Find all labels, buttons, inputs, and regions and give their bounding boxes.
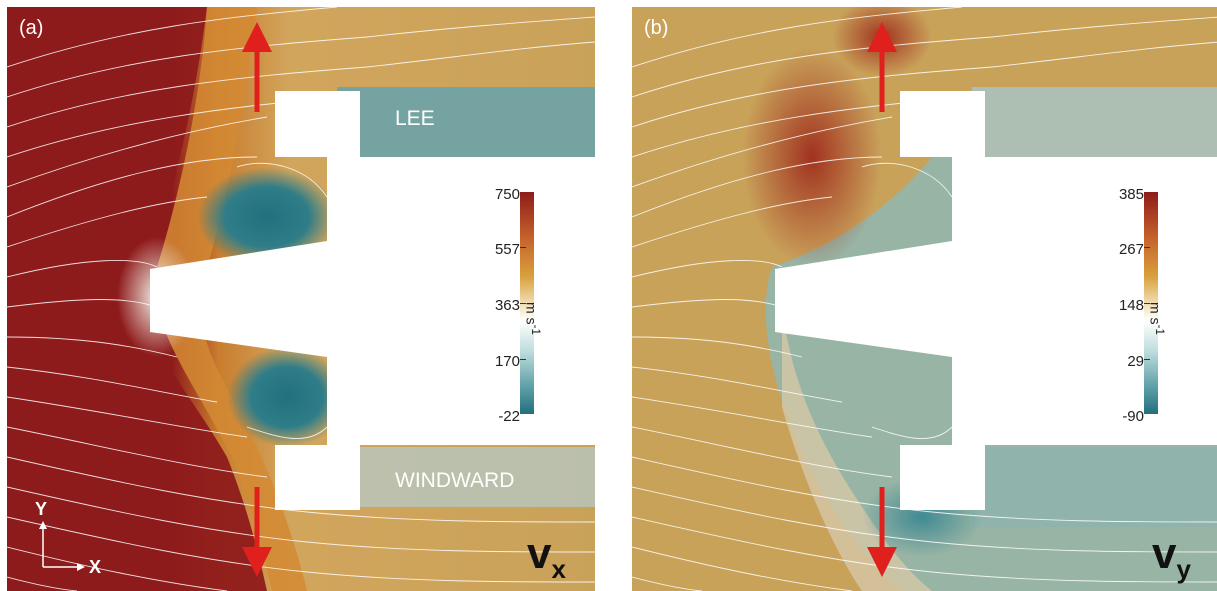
windward-wake-region — [337, 447, 595, 507]
vx-field-plot — [7, 7, 595, 591]
colorbar-tick: -22 — [498, 408, 520, 425]
colorbar-unit: m s-1 — [523, 302, 542, 335]
colorbar-tickmark — [520, 359, 526, 360]
vy-field-plot — [632, 7, 1217, 591]
panel-b: (b) 385 267 148 29 -90 m s-1 vy — [632, 7, 1217, 591]
colorbar-tick: 29 — [1127, 353, 1144, 370]
lee-wake-region — [337, 87, 595, 157]
colorbar-tick: 267 — [1118, 241, 1144, 258]
colorbar-tickmark — [520, 303, 526, 304]
colorbar-tickmark — [1144, 247, 1150, 248]
building-geometry — [775, 91, 1217, 510]
windward-vortex-region — [227, 347, 347, 447]
transition-region — [154, 7, 307, 591]
lee-vortex-region — [197, 167, 337, 267]
axes-arrows — [39, 521, 85, 571]
colorbar-tickmark — [1144, 359, 1150, 360]
colorbar: 385 267 148 29 -90 m s-1 — [1098, 186, 1178, 427]
transition-region — [782, 307, 932, 591]
colorbar-tickmark — [520, 247, 526, 248]
variable-label: vy — [1152, 529, 1191, 584]
colorbar-tick: 750 — [494, 186, 520, 203]
panel-label: (a) — [19, 17, 44, 39]
variable-label: vx — [527, 529, 566, 584]
lee-wake-region — [972, 87, 1217, 157]
colorbar-tick: 385 — [1118, 186, 1144, 203]
building-geometry — [150, 91, 595, 510]
colorbar-tick: 170 — [494, 353, 520, 370]
colorbar-tick: -90 — [1122, 408, 1144, 425]
streamlines — [7, 7, 595, 591]
colorbar-tickmark — [1144, 303, 1150, 304]
colorbar-tick: 363 — [494, 297, 520, 314]
axis-x-label: X — [89, 557, 102, 577]
windward-label: WINDWARD — [395, 469, 515, 492]
colorbar: 750 557 363 170 -22 m s-1 — [474, 186, 554, 427]
windward-wake-region — [972, 447, 1217, 527]
axis-y-label: Y — [35, 499, 48, 519]
colorbar-unit: m s-1 — [1147, 302, 1166, 335]
positive-velocity-core — [742, 47, 882, 267]
colorbar-tick: 557 — [494, 241, 520, 258]
lee-label: LEE — [395, 107, 435, 130]
panel-a: (a) LEE WINDWARD 750 557 363 170 -22 m s… — [7, 7, 595, 591]
colorbar-tick: 148 — [1118, 297, 1144, 314]
panel-label: (b) — [644, 17, 669, 39]
axes-indicator: Y X — [29, 499, 109, 579]
